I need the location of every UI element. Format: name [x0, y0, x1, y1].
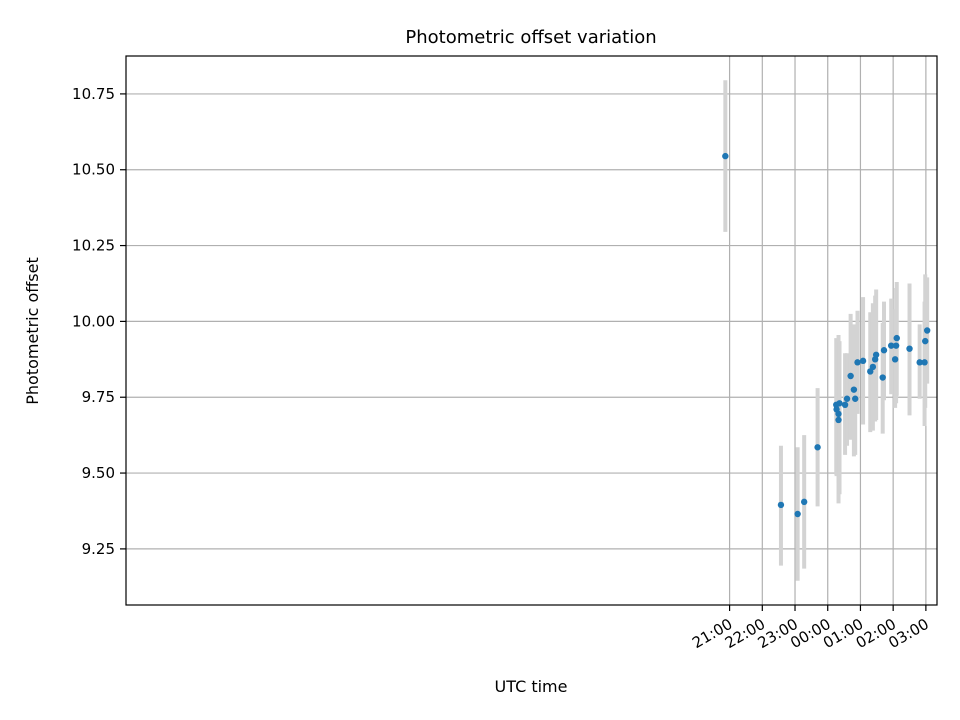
data-point [859, 357, 867, 365]
y-tick-label: 10.75 [72, 85, 115, 103]
data-point [872, 351, 880, 358]
y-tick-label: 10.00 [72, 312, 115, 330]
data-point [777, 501, 785, 509]
y-tick-label: 9.25 [82, 540, 115, 558]
y-tick-label: 10.50 [72, 161, 115, 179]
y-axis-ticks: 9.25 9.50 9.75 10.00 10.25 10.50 10.75 [72, 85, 126, 558]
data-points [722, 152, 931, 518]
data-point [921, 359, 928, 366]
plot-area-frame [125, 55, 938, 606]
data-point [880, 347, 888, 354]
data-point [835, 416, 842, 424]
chart-title: Photometric offset variation [405, 27, 656, 48]
data-point [794, 510, 801, 518]
y-tick-label: 10.25 [72, 237, 115, 255]
data-point [852, 395, 859, 402]
data-point [836, 400, 843, 407]
data-point [841, 401, 849, 409]
data-point [847, 372, 854, 380]
y-tick-label: 9.50 [82, 464, 115, 482]
data-point [893, 334, 900, 342]
data-point [916, 359, 923, 366]
y-tick-label: 9.75 [82, 388, 115, 406]
data-point [814, 444, 821, 451]
data-point [906, 345, 913, 352]
data-point [843, 395, 851, 402]
data-point [922, 337, 929, 345]
data-point [891, 356, 899, 363]
data-point [892, 342, 900, 349]
x-axis-label: UTC time [495, 677, 568, 696]
data-point [835, 410, 842, 418]
data-point [854, 359, 861, 366]
data-point [850, 386, 858, 393]
data-point [800, 498, 808, 506]
y-axis-label: Photometric offset [23, 257, 42, 405]
data-point [722, 152, 729, 160]
data-point [879, 374, 886, 381]
data-point [869, 363, 877, 371]
data-point [887, 342, 895, 349]
data-point [923, 327, 931, 334]
